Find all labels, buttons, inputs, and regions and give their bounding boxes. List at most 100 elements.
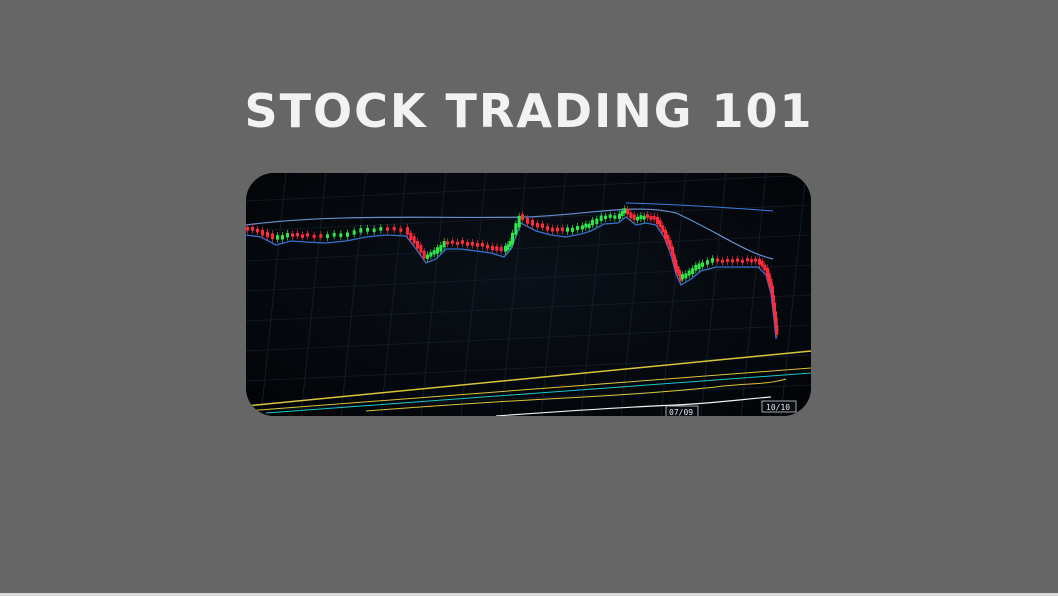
grid-line-horizontal: [246, 354, 811, 382]
candle-body: [571, 227, 574, 232]
grid-line-vertical: [700, 173, 727, 416]
candle-body: [642, 215, 646, 220]
candle-body: [256, 228, 259, 233]
candle-body: [246, 227, 249, 231]
candle-body: [511, 232, 514, 245]
candle-body: [366, 227, 369, 232]
grid-line-horizontal: [246, 294, 811, 322]
grid-line-vertical: [660, 173, 687, 416]
candle-body: [769, 278, 773, 289]
date-box-right: [761, 400, 797, 413]
candle-body: [656, 217, 659, 224]
candle-body: [416, 241, 419, 249]
candle-body: [760, 260, 764, 267]
date-label-left: 07/09: [669, 408, 693, 416]
candle-body: [372, 228, 376, 233]
candle-body: [626, 208, 629, 215]
chart-graphic: 07/09 10/10: [246, 173, 811, 416]
grid-line-horizontal: [246, 384, 811, 412]
indicator-cyan-line: [265, 372, 811, 414]
indicator-white-line: [495, 396, 772, 416]
candle-body: [666, 235, 670, 244]
candle-body: [691, 268, 694, 274]
candle-body: [620, 211, 624, 216]
candle-body: [442, 241, 446, 248]
candlesticks: [246, 205, 779, 338]
panel-border-middle: [246, 367, 811, 412]
grid-line-horizontal: [246, 264, 811, 292]
candle-body: [773, 302, 776, 314]
candle-body: [684, 273, 688, 279]
candle-body: [629, 212, 633, 219]
candle-body: [521, 214, 524, 220]
candle-body: [412, 236, 416, 244]
candle-body: [339, 233, 343, 238]
slide-bottom-border: [0, 593, 1058, 596]
grid-line-vertical: [780, 173, 807, 416]
candle-body: [504, 245, 507, 252]
grid-line-vertical: [500, 173, 527, 416]
candle-body: [296, 232, 299, 237]
candle-body: [706, 260, 709, 265]
candle-body: [763, 264, 767, 271]
candle-body: [546, 226, 549, 231]
grid-line-vertical: [620, 173, 647, 416]
candle-body: [736, 258, 739, 262]
candle-body: [326, 234, 329, 238]
candle-body: [671, 246, 674, 256]
candle-body: [711, 258, 714, 263]
candle-body: [639, 215, 643, 219]
candle-body: [676, 266, 679, 274]
grid-line-vertical: [260, 173, 287, 416]
candle-body: [399, 228, 403, 232]
candle-body: [649, 216, 653, 220]
moving-average-short: [246, 216, 777, 340]
candle-body: [261, 229, 264, 236]
candle-body: [646, 214, 649, 218]
candle-body: [312, 234, 316, 239]
candle-body: [754, 258, 757, 262]
candle-body: [386, 227, 389, 231]
candle-body: [595, 218, 599, 225]
grid-line-vertical: [540, 173, 567, 416]
candle-body: [677, 269, 681, 276]
candle-body: [694, 264, 698, 271]
grid-line-horizontal: [246, 234, 811, 262]
candle-body: [775, 325, 779, 335]
candle-body: [731, 259, 734, 263]
candle-body: [566, 227, 569, 232]
candle-body: [664, 229, 667, 239]
candle-body: [495, 246, 499, 251]
candle-body: [701, 262, 704, 267]
candle-body: [422, 250, 426, 259]
candle-body: [446, 241, 449, 245]
candle-body: [661, 225, 665, 233]
candle-body: [774, 311, 777, 322]
candle-body: [618, 213, 621, 219]
grid-line-vertical: [460, 173, 487, 416]
candle-body: [774, 317, 778, 327]
grid-line-horizontal: [246, 324, 811, 352]
panel-border-top: [246, 350, 811, 407]
candle-body: [306, 233, 309, 237]
candle-body: [726, 259, 729, 262]
candle-body: [674, 259, 678, 269]
candle-body: [556, 227, 559, 232]
candle-body: [632, 214, 636, 220]
candle-body: [301, 234, 304, 238]
candle-body: [672, 254, 676, 264]
candle-body: [766, 267, 769, 278]
moving-average-lines: [246, 202, 777, 340]
date-box-left: [665, 405, 699, 416]
candle-body: [319, 234, 323, 238]
candle-body: [491, 245, 494, 251]
candle-body: [346, 232, 349, 237]
candle-body: [591, 219, 594, 226]
candle-body: [508, 241, 512, 247]
candle-body: [599, 215, 603, 221]
candle-body: [767, 273, 771, 283]
candle-body: [426, 254, 429, 259]
candle-body: [286, 233, 289, 238]
candle-body: [514, 223, 518, 235]
candle-body: [476, 243, 479, 247]
